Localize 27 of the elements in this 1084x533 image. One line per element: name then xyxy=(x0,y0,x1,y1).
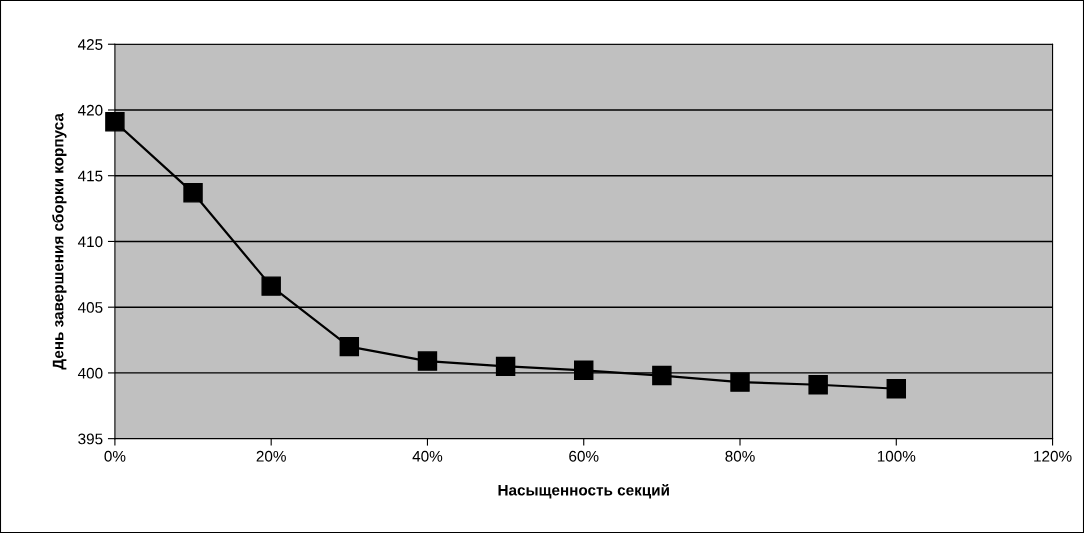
point xyxy=(417,351,438,371)
point xyxy=(808,375,828,395)
y-axis-title: День завершения сборки корпуса xyxy=(52,113,67,370)
point xyxy=(105,112,125,132)
point xyxy=(574,360,594,381)
point xyxy=(652,365,672,386)
y-tick-label: 405 xyxy=(77,302,103,313)
x-tick-label: 40% xyxy=(412,450,443,462)
point xyxy=(730,372,750,392)
y-tick-label: 410 xyxy=(77,236,103,248)
y-tick-label: 420 xyxy=(77,104,103,116)
point xyxy=(339,336,360,357)
y-tick-label: 400 xyxy=(77,367,103,379)
x-tick-label: 0% xyxy=(104,450,126,462)
x-axis-title: Насыщенность секций xyxy=(498,484,669,499)
y-tick-label: 425 xyxy=(77,39,103,50)
y-tick-label: 395 xyxy=(78,433,103,445)
y-tick-label: 415 xyxy=(77,170,103,182)
x-tick-label: 60% xyxy=(569,450,599,462)
point xyxy=(261,276,281,296)
x-tick-label: 120% xyxy=(1034,450,1072,462)
x-tick-label: 20% xyxy=(256,450,286,462)
point xyxy=(183,183,203,203)
point xyxy=(495,356,516,377)
point xyxy=(886,378,907,399)
x-tick-label: 80% xyxy=(725,450,755,462)
x-tick-label: 100% xyxy=(877,450,916,462)
